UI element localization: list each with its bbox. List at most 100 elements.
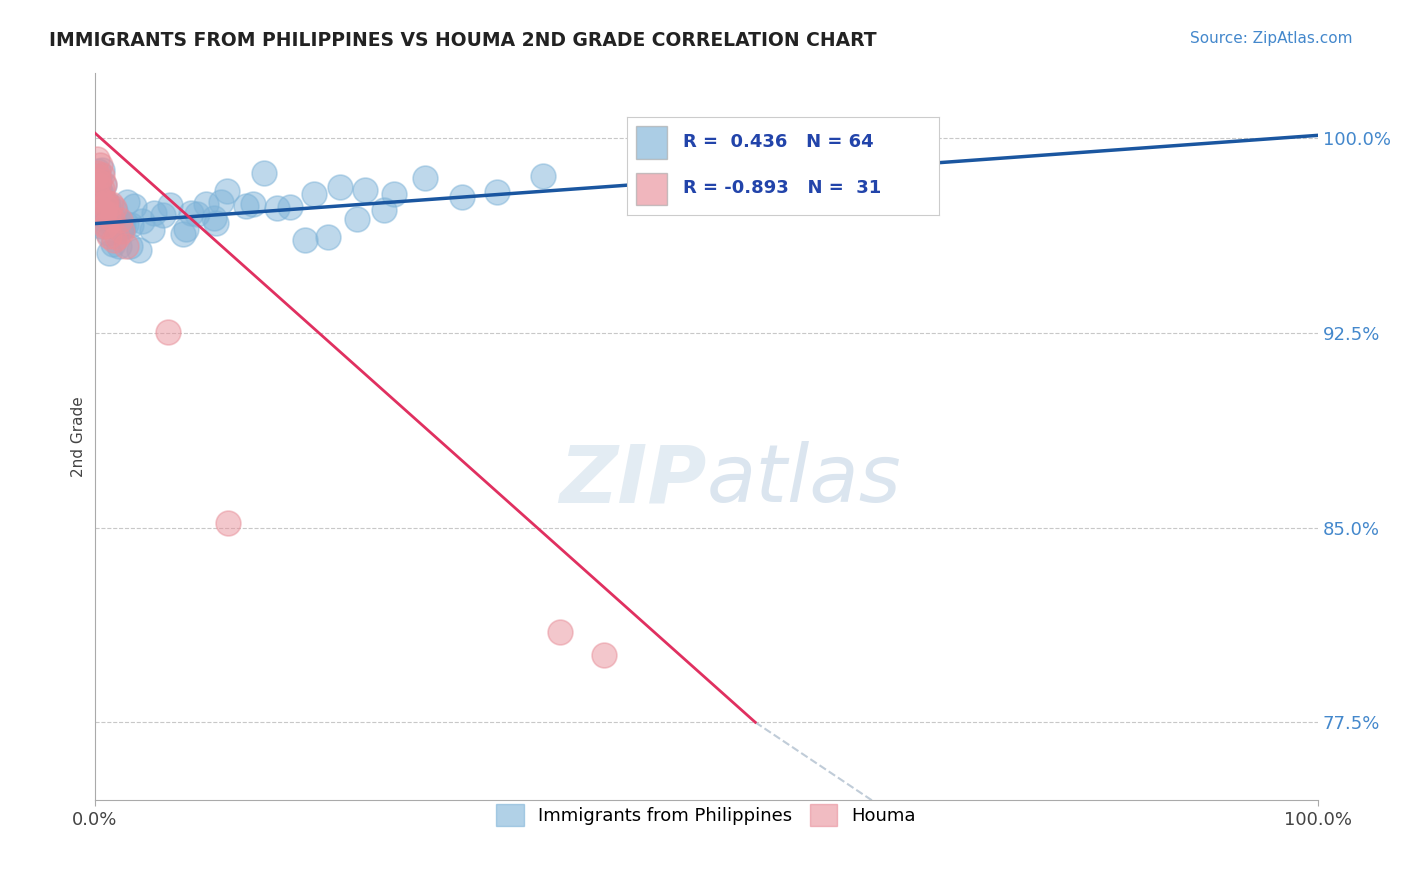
Point: [451, 190, 474, 204]
Point: [94, 195, 117, 210]
Point: [101, 236, 124, 251]
Point: [97, 197, 120, 211]
Point: [266, 201, 288, 215]
Point: [592, 648, 614, 663]
Point: [373, 202, 395, 217]
Point: [180, 206, 202, 220]
Point: [186, 207, 208, 221]
Point: [202, 211, 225, 226]
Point: [346, 211, 368, 226]
Point: [91, 191, 114, 205]
Point: [205, 216, 228, 230]
Point: [93, 205, 115, 219]
Point: [90, 186, 112, 201]
Point: [215, 185, 238, 199]
Text: IMMIGRANTS FROM PHILIPPINES VS HOUMA 2ND GRADE CORRELATION CHART: IMMIGRANTS FROM PHILIPPINES VS HOUMA 2ND…: [49, 31, 877, 50]
Point: [87, 178, 110, 193]
Point: [413, 171, 436, 186]
Point: [86, 165, 108, 179]
Point: [209, 194, 232, 209]
Point: [87, 174, 110, 188]
Point: [96, 211, 118, 225]
Point: [172, 227, 194, 241]
Point: [110, 219, 132, 234]
Point: [114, 238, 136, 252]
Point: [329, 180, 352, 194]
Point: [94, 219, 117, 233]
Point: [91, 182, 114, 196]
Point: [111, 223, 134, 237]
Point: [531, 169, 554, 183]
Point: [103, 233, 125, 247]
Point: [100, 196, 122, 211]
Point: [90, 219, 112, 234]
Legend: Immigrants from Philippines, Houma: Immigrants from Philippines, Houma: [488, 795, 925, 835]
Point: [486, 185, 509, 199]
Point: [142, 206, 165, 220]
Point: [112, 219, 135, 234]
Point: [89, 202, 111, 216]
Y-axis label: 2nd Grade: 2nd Grade: [72, 396, 86, 477]
Point: [242, 197, 264, 211]
Point: [94, 206, 117, 220]
Point: [152, 208, 174, 222]
Point: [97, 226, 120, 240]
Point: [97, 228, 120, 243]
Point: [122, 199, 145, 213]
Point: [86, 186, 108, 201]
Point: [94, 199, 117, 213]
Point: [382, 186, 405, 201]
Point: [217, 516, 239, 530]
Point: [87, 169, 110, 184]
Point: [235, 199, 257, 213]
Point: [120, 238, 142, 252]
Point: [97, 207, 120, 221]
Point: [131, 213, 153, 227]
Point: [159, 198, 181, 212]
Point: [94, 217, 117, 231]
Point: [93, 178, 115, 192]
Point: [110, 212, 132, 227]
Point: [93, 177, 115, 191]
Point: [100, 212, 122, 227]
Point: [157, 325, 180, 339]
Point: [97, 200, 120, 214]
Text: ZIP: ZIP: [560, 442, 706, 519]
Point: [354, 183, 377, 197]
Point: [114, 217, 136, 231]
Point: [111, 221, 134, 235]
Point: [91, 168, 114, 182]
Point: [90, 211, 112, 225]
Point: [278, 200, 301, 214]
Point: [195, 196, 218, 211]
Point: [104, 203, 127, 218]
Point: [86, 178, 108, 193]
Point: [105, 230, 128, 244]
Point: [294, 233, 316, 247]
Text: Source: ZipAtlas.com: Source: ZipAtlas.com: [1189, 31, 1353, 46]
Point: [87, 164, 110, 178]
Point: [174, 222, 197, 236]
Point: [86, 152, 108, 166]
Point: [83, 190, 105, 204]
Point: [117, 194, 139, 209]
Point: [302, 186, 325, 201]
Point: [120, 218, 142, 232]
Point: [548, 625, 571, 640]
Point: [94, 194, 117, 209]
Point: [128, 243, 150, 257]
Point: [93, 194, 115, 209]
Point: [141, 223, 163, 237]
Point: [108, 239, 131, 253]
Text: atlas: atlas: [706, 442, 901, 519]
Point: [253, 166, 276, 180]
Point: [90, 163, 112, 178]
Point: [97, 245, 120, 260]
Point: [103, 201, 125, 215]
Point: [89, 158, 111, 172]
Point: [94, 219, 117, 233]
Point: [87, 172, 110, 186]
Point: [90, 198, 112, 212]
Point: [96, 214, 118, 228]
Point: [316, 230, 339, 244]
